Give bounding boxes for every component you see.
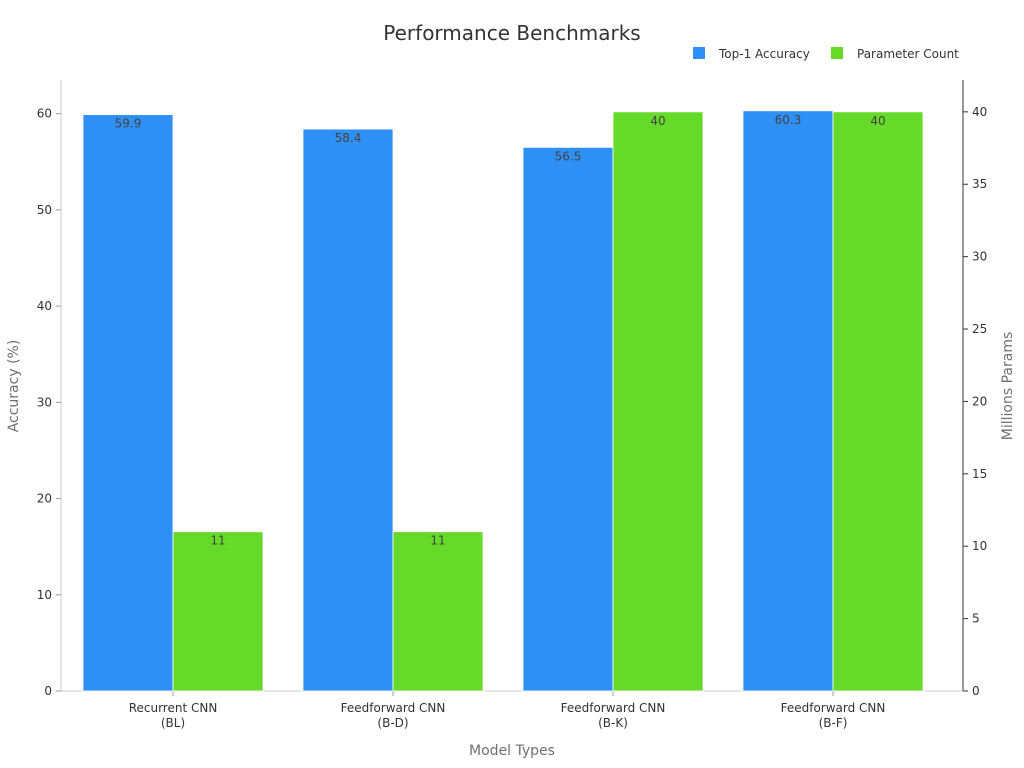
bar-params-3 (612, 111, 704, 692)
y2-axis-label: Millions Params (1000, 332, 1016, 440)
bar-accuracy-1 (82, 114, 174, 692)
bar-params-2 (392, 531, 484, 692)
y2-tick-label: 0 (972, 684, 980, 698)
y-tick-label: 20 (37, 492, 52, 506)
bar-params-1 (172, 531, 264, 692)
legend-swatch (831, 47, 843, 59)
y2-tick-label: 15 (972, 467, 987, 481)
x-tick-label: Feedforward CNN (561, 701, 666, 715)
bar-value-label: 11 (430, 534, 445, 548)
bar-accuracy-2 (302, 128, 394, 692)
x-tick-label: (B-K) (598, 716, 628, 730)
bar-value-label: 60.3 (775, 113, 802, 127)
bar-value-label: 59.9 (115, 117, 142, 131)
legend: Top-1 Accuracy Parameter Count (693, 47, 959, 61)
bar-value-label: 40 (650, 114, 665, 128)
x-tick-label: Feedforward CNN (781, 701, 886, 715)
x-tick-label: (B-F) (819, 716, 848, 730)
y2-tick-label: 20 (972, 394, 987, 408)
y2-tick-label: 5 (972, 612, 980, 626)
y-tick-label: 50 (37, 203, 52, 217)
bar-params-4 (832, 111, 924, 692)
y-tick-label: 10 (37, 588, 52, 602)
legend-label: Parameter Count (857, 47, 959, 61)
x-tick-label: Recurrent CNN (129, 701, 218, 715)
y-tick-label: 60 (37, 107, 52, 121)
x-axis-label: Model Types (469, 743, 555, 759)
y-tick-label: 30 (37, 395, 52, 409)
chart-title: Performance Benchmarks (383, 21, 640, 45)
bar-value-label: 58.4 (335, 131, 362, 145)
y-tick-label: 40 (37, 299, 52, 313)
bar-accuracy-3 (522, 146, 614, 692)
y2-tick-label: 10 (972, 539, 987, 553)
bar-value-labels: 59.9 11 58.4 11 56.5 40 60.3 40 (115, 113, 886, 548)
bar-value-label: 56.5 (555, 149, 582, 163)
x-tick-label: Feedforward CNN (341, 701, 446, 715)
y2-tick-label: 25 (972, 322, 987, 336)
y-axis-label: Accuracy (%) (6, 340, 22, 433)
y-tick-label: 0 (44, 684, 52, 698)
legend-label: Top-1 Accuracy (718, 47, 810, 61)
bar-accuracy-4 (742, 110, 834, 692)
y2-tick-label: 40 (972, 105, 987, 119)
y2-tick-label: 30 (972, 250, 987, 264)
y2-tick-label: 35 (972, 177, 987, 191)
axes: 0 10 20 30 40 50 60 0 5 10 15 20 25 30 35 40 Recurrent C… (37, 80, 987, 730)
x-tick-label: (BL) (161, 716, 185, 730)
bar-value-label: 40 (870, 114, 885, 128)
x-tick-label: (B-D) (377, 716, 408, 730)
bars (82, 110, 924, 692)
bar-value-label: 11 (210, 534, 225, 548)
legend-swatch (693, 47, 705, 59)
